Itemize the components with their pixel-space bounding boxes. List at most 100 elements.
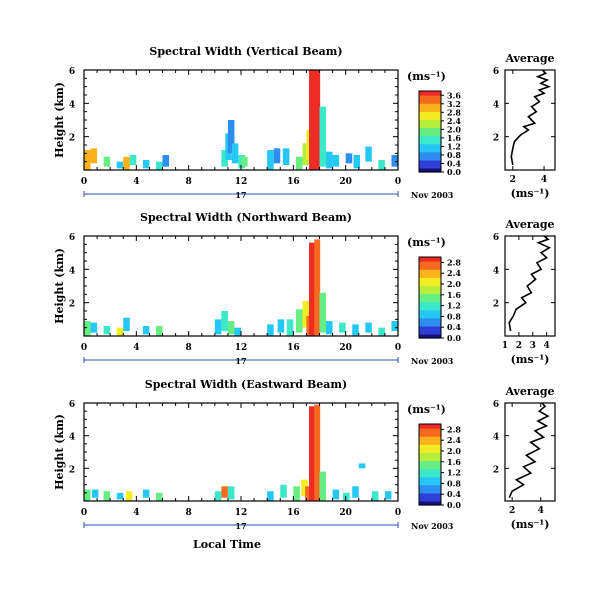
heatmap-cell xyxy=(332,489,340,500)
heatmap-cell xyxy=(384,491,392,500)
colorbar-segment xyxy=(419,169,441,173)
heatmap-cell xyxy=(309,70,315,170)
colorbar-segment xyxy=(419,500,441,504)
colorbar-segment xyxy=(419,161,441,165)
colorbar-segment xyxy=(419,458,441,462)
colorbar-segment xyxy=(419,121,441,124)
average-title: Average xyxy=(504,52,554,65)
colorbar-segment xyxy=(419,460,441,464)
colorbar-tick-label: 1.6 xyxy=(447,457,461,467)
colorbar-frame xyxy=(418,423,442,506)
colorbar-segment xyxy=(419,283,441,286)
colorbar-segment xyxy=(419,299,441,303)
colorbar-segment xyxy=(419,293,441,297)
colorbar-segment xyxy=(419,333,441,337)
colorbar-unit: (ms⁻¹) xyxy=(407,403,446,416)
colorbar-segment xyxy=(419,452,441,455)
colorbar-segment xyxy=(419,277,441,280)
colorbar-segment xyxy=(419,113,441,116)
x-tick-label: 16 xyxy=(287,508,300,518)
heatmap-cell xyxy=(221,311,228,331)
heatmap-cell xyxy=(227,486,235,500)
colorbar-segment xyxy=(419,107,441,110)
colorbar-segment xyxy=(419,309,441,313)
y-axis-label: Height (km) xyxy=(53,248,66,324)
colorbar-segment xyxy=(419,486,441,490)
colorbar-segment xyxy=(419,444,441,447)
colorbar-segment xyxy=(419,139,441,143)
heatmap-cell xyxy=(123,156,130,170)
heatmap-cell xyxy=(125,491,133,501)
colorbar-segment xyxy=(419,440,441,443)
heatmap-cell xyxy=(345,153,353,164)
colorbar-segment xyxy=(419,101,441,104)
heatmap-cell xyxy=(123,317,130,331)
colorbar-tick-label: 2.0 xyxy=(447,124,461,134)
heatmap-cell xyxy=(314,70,321,170)
heatmap-cell xyxy=(103,156,111,167)
heatmap-cell xyxy=(84,489,91,501)
plot-frame xyxy=(83,402,399,502)
colorbar-segment xyxy=(419,434,441,437)
heatmap-cell xyxy=(302,143,310,165)
colorbar-segment xyxy=(419,496,441,500)
colorbar-segment xyxy=(419,428,441,431)
colorbar-segment xyxy=(419,163,441,167)
colorbar-tick-label: 1.6 xyxy=(447,133,461,143)
heatmap-cell xyxy=(314,404,321,501)
heatmap-cell xyxy=(142,160,150,169)
colorbar-segment xyxy=(419,279,441,282)
heatmap-cell xyxy=(267,324,274,336)
average-profile-line xyxy=(510,69,551,166)
y-tick-label: 4 xyxy=(69,266,75,276)
y-axis-label: Height (km) xyxy=(53,82,66,158)
panel-1: Spectral Width (Vertical Beam)0 4 8 12 16 20 0… xyxy=(53,45,556,200)
colorbar-tick-label: 0.8 xyxy=(447,311,461,321)
average-x-tick-label: 2 xyxy=(516,341,522,351)
x-tick-label: 20 xyxy=(339,343,352,353)
heatmap-cell xyxy=(305,486,312,501)
x-tick-label: 8 xyxy=(186,508,192,518)
colorbar-segment xyxy=(419,141,441,145)
average-y-tick-label: 4 xyxy=(493,100,499,110)
heatmap-cell xyxy=(378,160,385,170)
heatmap-cell xyxy=(365,322,372,333)
y-tick-label: 4 xyxy=(69,100,75,110)
heatmap-cell xyxy=(267,150,274,170)
colorbar-segment xyxy=(419,115,441,118)
colorbar-tick-label: 0.8 xyxy=(447,478,461,488)
average-y-tick-label: 4 xyxy=(493,266,499,276)
y-tick-label: 6 xyxy=(69,67,75,77)
y-axis-label: Height (km) xyxy=(53,414,66,490)
day-label: 17 xyxy=(235,190,246,200)
colorbar-segment xyxy=(419,143,441,147)
heatmap-cells xyxy=(84,404,392,501)
colorbar-segment xyxy=(419,105,441,108)
colorbar-segment xyxy=(419,482,441,486)
colorbar-tick-label: 2.8 xyxy=(447,424,461,434)
heatmap-cell xyxy=(309,406,315,501)
colorbar-unit: (ms⁻¹) xyxy=(407,70,446,83)
heatmap-cell xyxy=(103,326,111,335)
heatmap-cell xyxy=(391,155,398,167)
x-tick-label: 0 xyxy=(395,177,401,187)
colorbar-segment xyxy=(419,287,441,290)
colorbar-tick-label: 2.4 xyxy=(447,435,461,445)
colorbar-segment xyxy=(419,147,441,151)
heatmap-cell xyxy=(84,150,91,170)
colorbar-tick-label: 0.4 xyxy=(447,158,461,168)
date-label: Nov 2003 xyxy=(411,190,454,200)
colorbar-segment xyxy=(419,295,441,299)
colorbar-segment xyxy=(419,91,441,94)
colorbar-segment xyxy=(419,323,441,327)
colorbar-segment xyxy=(419,117,441,120)
colorbar-segment xyxy=(419,498,441,502)
colorbar-segment xyxy=(419,325,441,329)
colorbar-frame xyxy=(418,90,442,173)
heatmap-cell xyxy=(293,486,300,501)
x-tick-label: 16 xyxy=(287,343,300,353)
x-axis-label: Local Time xyxy=(193,538,261,551)
colorbar-tick-label: 2.0 xyxy=(447,279,461,289)
heatmap-cell xyxy=(277,319,285,333)
heatmap-cell xyxy=(280,484,287,498)
